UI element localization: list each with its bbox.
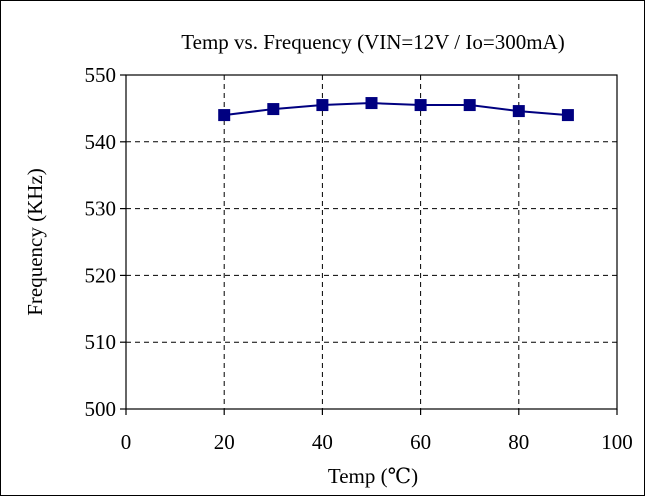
- y-tick-label: 520: [85, 263, 117, 287]
- chart-title: Temp vs. Frequency (VIN=12V / Io=300mA): [181, 30, 564, 54]
- y-tick-label: 510: [85, 330, 117, 354]
- data-point: [463, 99, 476, 112]
- grid: [126, 75, 617, 409]
- y-tick-label: 540: [85, 130, 117, 154]
- data-point: [365, 97, 378, 110]
- x-tick-label: 20: [214, 430, 235, 454]
- data-point: [218, 109, 231, 122]
- y-tick-label: 530: [85, 197, 117, 221]
- data-point: [414, 99, 427, 112]
- data-point: [561, 109, 574, 122]
- x-tick-label: 60: [410, 430, 431, 454]
- series: [218, 97, 574, 122]
- series-line: [224, 102, 568, 117]
- x-tick-label: 100: [601, 430, 633, 454]
- data-point: [316, 99, 329, 112]
- x-tick-label: 40: [312, 430, 333, 454]
- y-tick-label: 550: [85, 63, 117, 87]
- x-tick-label: 0: [121, 430, 132, 454]
- data-point: [267, 103, 280, 116]
- y-axis-label: Frequency (KHz): [23, 168, 47, 316]
- x-axis-label: Temp (℃): [328, 464, 418, 488]
- data-point: [512, 105, 525, 118]
- axis-ticks: 0 20 40 60 80 100 500 510 520 530 540 550: [85, 63, 633, 454]
- plot-area: [125, 74, 618, 410]
- x-tick-label: 80: [508, 430, 529, 454]
- y-tick-label: 500: [85, 397, 117, 421]
